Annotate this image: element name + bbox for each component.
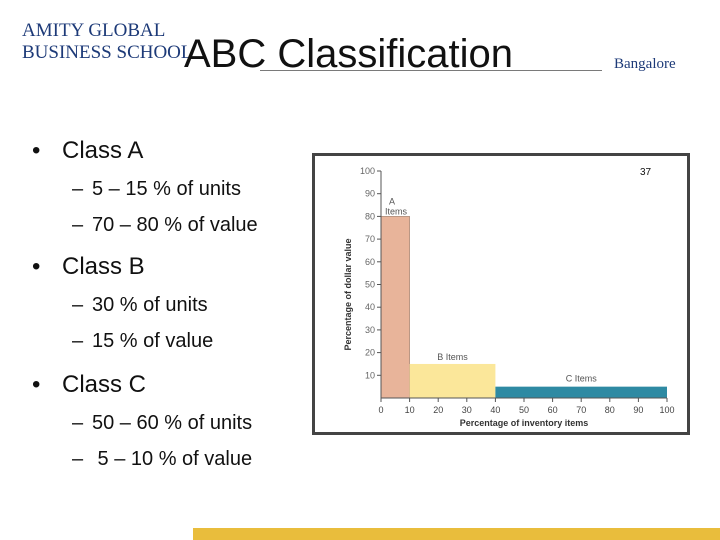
x-tick-label: 40 (490, 405, 500, 415)
bar-label: C Items (566, 374, 598, 384)
y-tick-label: 10 (365, 370, 375, 380)
y-axis-title: Percentage of dollar value (343, 238, 353, 350)
bullet-list: • Class A –5 – 15 % of units –70 – 80 % o… (32, 136, 312, 472)
sub-bullet: –5 – 15 % of units (32, 176, 312, 202)
location-label: Bangalore (614, 56, 676, 72)
logo-line-1: AMITY GLOBAL (22, 20, 166, 41)
bullet-label: Class A (62, 137, 144, 164)
sub-bullet-text: 50 – 60 % of units (92, 412, 253, 434)
x-tick-label: 70 (576, 405, 586, 415)
sub-bullet: –30 % of units (32, 292, 312, 318)
bullet-label: Class B (62, 253, 145, 280)
sub-bullet-text: 5 – 15 % of units (92, 178, 241, 200)
bullet-class-a: • Class A (32, 136, 312, 166)
dash-icon: – (72, 448, 84, 470)
sub-bullet: –70 – 80 % of value (32, 212, 312, 238)
bar-a-items (380, 216, 410, 399)
x-tick-label: 30 (462, 405, 472, 415)
sub-bullet-text: 5 – 10 % of value (92, 448, 253, 470)
y-tick-label: 20 (365, 348, 375, 358)
x-tick-label: 50 (519, 405, 529, 415)
bullet-dot-icon: • (32, 253, 41, 280)
bar-label: Items (385, 206, 408, 216)
dash-icon: – (72, 294, 84, 316)
sub-bullet: –50 – 60 % of units (32, 410, 312, 436)
y-tick-label: 50 (365, 280, 375, 290)
bullet-dot-icon: • (32, 137, 41, 164)
x-tick-label: 100 (659, 405, 674, 415)
y-tick-label: 30 (365, 325, 375, 335)
sub-bullet-text: 30 % of units (92, 294, 208, 316)
bullet-label: Class C (62, 371, 147, 398)
dash-icon: – (72, 412, 84, 434)
y-tick-label: 80 (365, 211, 375, 221)
x-tick-label: 80 (605, 405, 615, 415)
y-tick-label: 90 (365, 189, 375, 199)
sub-bullet-text: 70 – 80 % of value (92, 214, 258, 236)
x-tick-label: 0 (378, 405, 383, 415)
y-tick-label: 40 (365, 302, 375, 312)
x-axis-title: Percentage of inventory items (460, 418, 589, 428)
bar-label: A (389, 196, 395, 206)
bar-c-items (495, 386, 667, 398)
chart-panel: A Items B Items C Items 10 20 30 40 50 60 70 80 90 10… (315, 156, 687, 432)
bullet-dot-icon: • (32, 371, 41, 398)
chart-frame: A Items B Items C Items 10 20 30 40 50 60 70 80 90 10… (312, 153, 690, 435)
y-tick-label: 60 (365, 257, 375, 267)
sub-bullet: – 5 – 10 % of value (32, 446, 312, 472)
dash-icon: – (72, 178, 84, 200)
y-tick-label: 70 (365, 234, 375, 244)
slide-title: ABC Classification (184, 32, 514, 76)
bar-b-items (409, 363, 496, 398)
dash-icon: – (72, 330, 84, 352)
x-tick-label: 90 (633, 405, 643, 415)
logo-line-2: BUSINESS SCHOOL (22, 42, 193, 63)
school-logo: AMITY GLOBAL BUSINESS SCHOOL (22, 20, 193, 64)
y-tick-label: 100 (360, 166, 375, 176)
bullet-class-b: • Class B (32, 252, 312, 282)
x-tick-label: 20 (433, 405, 443, 415)
title-underline (260, 70, 602, 71)
sub-bullet: –15 % of value (32, 328, 312, 354)
x-tick-label: 10 (405, 405, 415, 415)
x-tick-label: 60 (548, 405, 558, 415)
sub-bullet-text: 15 % of value (92, 330, 214, 352)
footer-bar (193, 528, 720, 540)
dash-icon: – (72, 214, 84, 236)
bar-label: B Items (437, 352, 468, 362)
slide-number: 37 (640, 167, 652, 178)
bullet-class-c: • Class C (32, 370, 312, 400)
